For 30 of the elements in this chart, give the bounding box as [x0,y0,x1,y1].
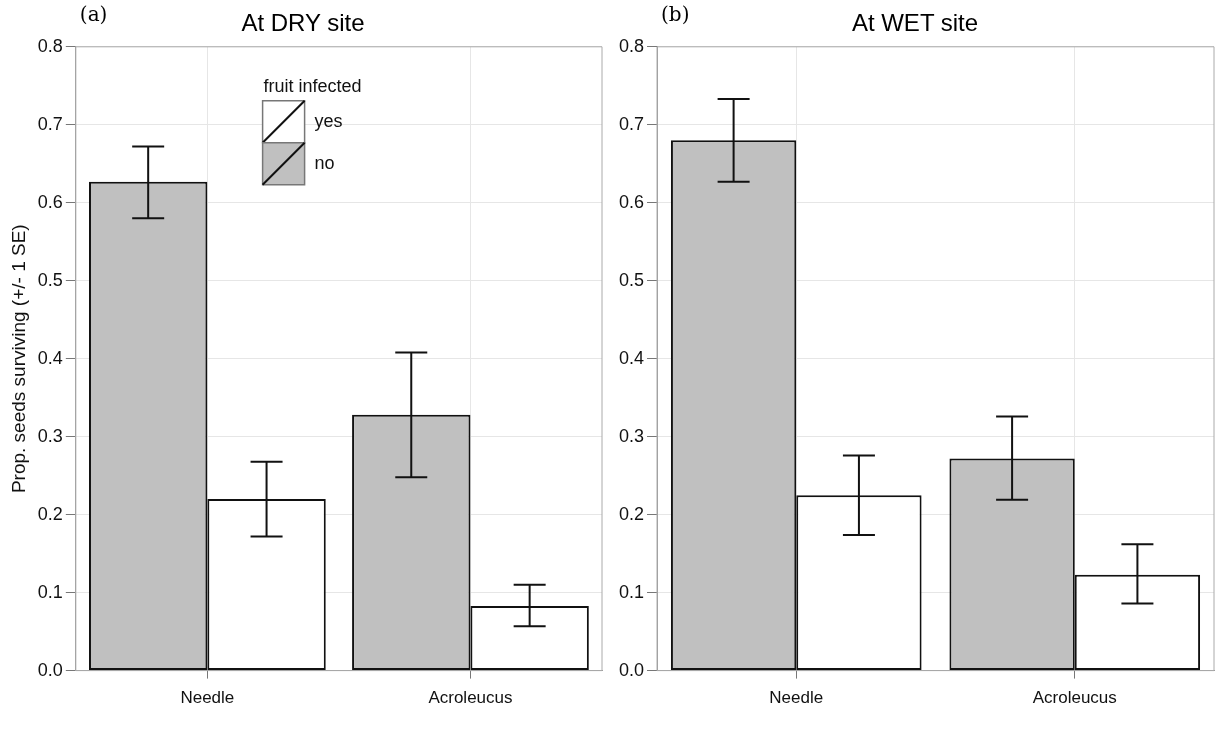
y-tick-label: 0.3 [37,425,63,446]
legend-label: no [314,152,335,173]
x-tick-label: Acroleucus [1032,688,1117,708]
y-tick-label: 0.6 [37,191,63,212]
y-tick-label: 0.1 [618,581,645,602]
y-tick-label: 0.2 [618,503,645,524]
y-tick-label: 0.8 [37,35,63,56]
y-tick-label: 0.4 [37,347,63,368]
y-tick-label: 0.7 [618,113,645,134]
y-tick-label: 0.1 [37,581,63,602]
legend-label: yes [314,110,343,131]
y-tick-label: 0.0 [37,659,63,680]
text: (b) [661,2,690,27]
y-tick-label: 0.6 [618,191,645,212]
legend-title: fruit infected [263,75,362,96]
y-tick-label: 0.0 [618,659,645,680]
y-axis-title: Prop. seeds surviving (+/- 1 SE) [7,224,29,494]
y-tick-label: 0.3 [618,425,645,446]
chart-title: At DRY site [241,9,365,37]
y-tick-label: 0.8 [618,35,645,56]
y-tick-label: 0.7 [37,113,63,134]
text: (a) [79,2,108,27]
x-tick-label: Acroleucus [428,688,513,708]
y-tick-label: 0.5 [37,269,63,290]
y-tick-label: 0.5 [618,269,645,290]
x-tick-label: Needle [769,688,824,708]
y-tick-label: 0.4 [618,347,645,368]
x-tick-label: Needle [180,688,235,708]
chart-title: At WET site [851,9,979,37]
y-tick-label: 0.2 [37,503,63,524]
